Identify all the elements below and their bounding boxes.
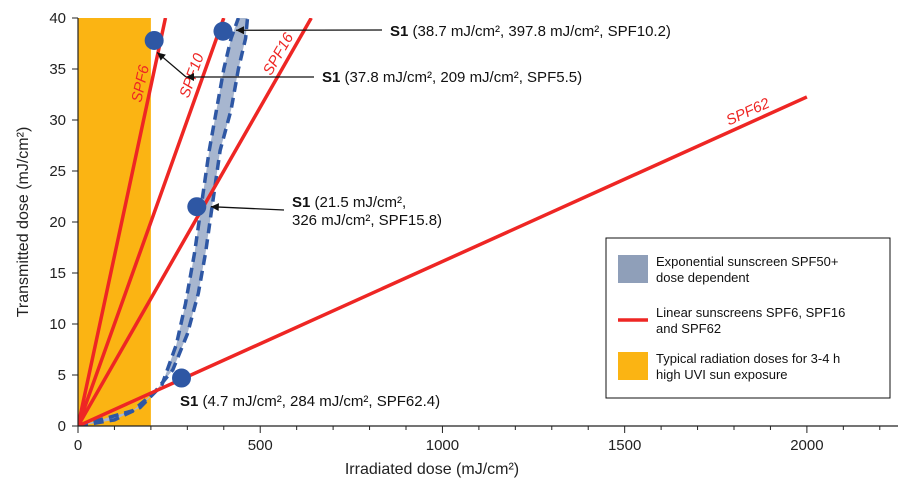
annotation-2-rest: (37.8 mJ/cm², 209 mJ/cm², SPF5.5): [340, 69, 582, 86]
x-axis-label: Irradiated dose (mJ/cm²): [345, 461, 519, 478]
x-tick-label: 1000: [426, 437, 459, 454]
y-tick-label: 35: [49, 61, 66, 78]
annotation-arrow-3-head: [210, 203, 219, 212]
data-point: [144, 30, 164, 50]
annotation-1: S1 (38.7 mJ/cm², 397.8 mJ/cm², SPF10.2): [390, 23, 671, 40]
data-point: [213, 21, 233, 41]
data-point: [187, 197, 207, 217]
y-tick-label: 15: [49, 265, 66, 282]
annotation-3-line2: 326 mJ/cm², SPF15.8): [292, 212, 442, 229]
annotation-3-rest: (21.5 mJ/cm²,: [310, 194, 406, 211]
x-tick-label: 1500: [608, 437, 641, 454]
annotation-arrow-2-head: [157, 52, 166, 61]
y-tick-label: 25: [49, 163, 66, 180]
plot-clip-group: [78, 18, 808, 426]
legend-text-0: dose dependent: [656, 270, 750, 285]
series-line-spf10: [78, 18, 226, 426]
annotation-4-bold: S1: [180, 393, 198, 410]
annotation-2: S1 (37.8 mJ/cm², 209 mJ/cm², SPF5.5): [322, 69, 582, 86]
annotation-3: S1 (21.5 mJ/cm²,: [292, 194, 406, 211]
legend-text-2: Typical radiation doses for 3-4 h: [656, 351, 840, 366]
radiation-band: [78, 18, 151, 426]
legend: Exponential sunscreen SPF50+dose depende…: [605, 237, 891, 399]
series-line-spf6: [78, 18, 168, 426]
data-point: [172, 368, 192, 388]
region-left-edge: [78, 18, 241, 426]
axes: 0 500 1000 1500 2000 0 5 10 15 20 25 30 35 40 Irradiat…: [15, 10, 898, 478]
annotation-2-bold: S1: [322, 69, 340, 86]
annotation-arrow-2-h-head: [186, 73, 194, 81]
plot-area: [78, 18, 808, 426]
legend-text-2: high UVI sun exposure: [656, 367, 788, 382]
y-tick-label: 5: [58, 367, 66, 384]
y-tick-label: 40: [49, 10, 66, 27]
legend-text-0: Exponential sunscreen SPF50+: [656, 254, 838, 269]
annotation-4-rest: (4.7 mJ/cm², 284 mJ/cm², SPF62.4): [198, 393, 440, 410]
y-axis-label: Transmitted dose (mJ/cm²): [15, 127, 32, 318]
y-tick-label: 30: [49, 112, 66, 129]
y-tick-label: 0: [58, 418, 66, 435]
annotation-3-bold: S1: [292, 194, 310, 211]
legend-text-1: and SPF62: [656, 321, 721, 336]
x-tick-label: 0: [74, 437, 82, 454]
y-tick-label: 10: [49, 316, 66, 333]
legend-text-1: Linear sunscreens SPF6, SPF16: [656, 305, 845, 320]
x-tick-label: 500: [248, 437, 273, 454]
exponential-region: [78, 18, 248, 426]
series-line-spf16: [78, 18, 313, 426]
annotation-1-rest: (38.7 mJ/cm², 397.8 mJ/cm², SPF10.2): [408, 23, 671, 40]
x-tick-label: 2000: [790, 437, 823, 454]
annotation-arrow-3: [210, 206, 285, 211]
legend-swatch-0: [618, 255, 648, 283]
series-line-spf62: [78, 95, 808, 426]
annotation-1-bold: S1: [390, 23, 408, 40]
legend-swatch-2: [618, 352, 648, 380]
y-tick-label: 20: [49, 214, 66, 231]
annotation-4: S1 (4.7 mJ/cm², 284 mJ/cm², SPF62.4): [180, 393, 440, 410]
annotation-arrow-1-head: [235, 26, 244, 35]
legend-box: [605, 237, 891, 399]
